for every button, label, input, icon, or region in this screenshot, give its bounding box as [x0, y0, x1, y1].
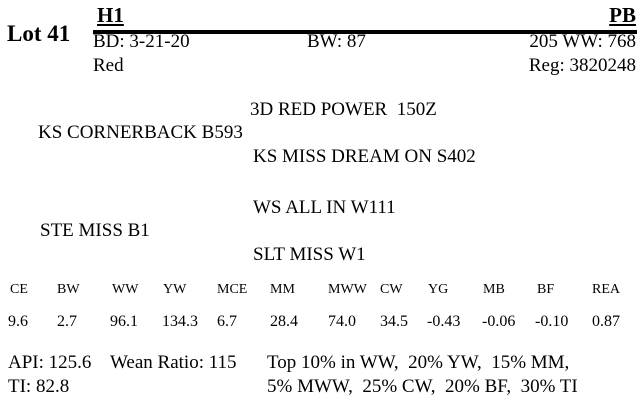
epd-header-mce: MCE	[217, 282, 248, 297]
lot-number: Lot 41	[7, 21, 71, 46]
epd-header-yw: YW	[163, 282, 187, 297]
registration-number: Reg: 3820248	[528, 55, 636, 76]
epd-value-mce: 6.7	[217, 313, 237, 330]
paternal-grandsire: 3D RED POWER 150Z	[250, 99, 437, 120]
epd-header-cw: CW	[380, 282, 403, 297]
purebred-code: PB	[609, 3, 636, 27]
birth-date: BD: 3-21-20	[93, 31, 190, 52]
sire: KS CORNERBACK B593	[38, 122, 243, 143]
paternal-granddam: KS MISS DREAM ON S402	[253, 146, 476, 167]
epd-header-ww: WW	[112, 282, 139, 297]
epd-header-rea: REA	[592, 282, 620, 297]
epd-value-ww: 96.1	[110, 313, 138, 330]
epd-value-cw: 34.5	[380, 313, 408, 330]
epd-value-yg: -0.43	[427, 313, 461, 330]
coat-color: Red	[93, 55, 124, 76]
epd-value-mb: -0.06	[482, 313, 516, 330]
birth-weight: BW: 87	[307, 31, 366, 52]
epd-header-ce: CE	[10, 282, 28, 297]
epd-value-mm: 28.4	[270, 313, 298, 330]
epd-header-bw: BW	[57, 282, 80, 297]
percentile-ranks-line2: 5% MWW, 25% CW, 20% BF, 30% TI	[267, 376, 578, 397]
epd-value-ce: 9.6	[8, 313, 28, 330]
wean-ratio: Wean Ratio: 115	[110, 352, 237, 373]
epd-header-mb: MB	[483, 282, 505, 297]
epd-value-bw: 2.7	[57, 313, 77, 330]
epd-header-mm: MM	[270, 282, 295, 297]
adj-205-weaning-weight: 205 WW: 768	[529, 31, 636, 52]
api-index: API: 125.6	[8, 352, 92, 373]
epd-value-rea: 0.87	[592, 313, 620, 330]
epd-header-mww: MWW	[328, 282, 367, 297]
maternal-grandsire: WS ALL IN W111	[253, 197, 396, 218]
horn-code: H1	[97, 3, 124, 27]
percentile-ranks-line1: Top 10% in WW, 20% YW, 15% MM,	[267, 352, 570, 373]
epd-header-bf: BF	[537, 282, 555, 297]
epd-value-yw: 134.3	[162, 313, 198, 330]
header-rule	[93, 30, 637, 34]
epd-value-bf: -0.10	[535, 313, 569, 330]
epd-header-yg: YG	[428, 282, 449, 297]
maternal-granddam: SLT MISS W1	[253, 244, 366, 265]
dam: STE MISS B1	[40, 220, 150, 241]
epd-value-mww: 74.0	[328, 313, 356, 330]
ti-index: TI: 82.8	[8, 376, 70, 397]
